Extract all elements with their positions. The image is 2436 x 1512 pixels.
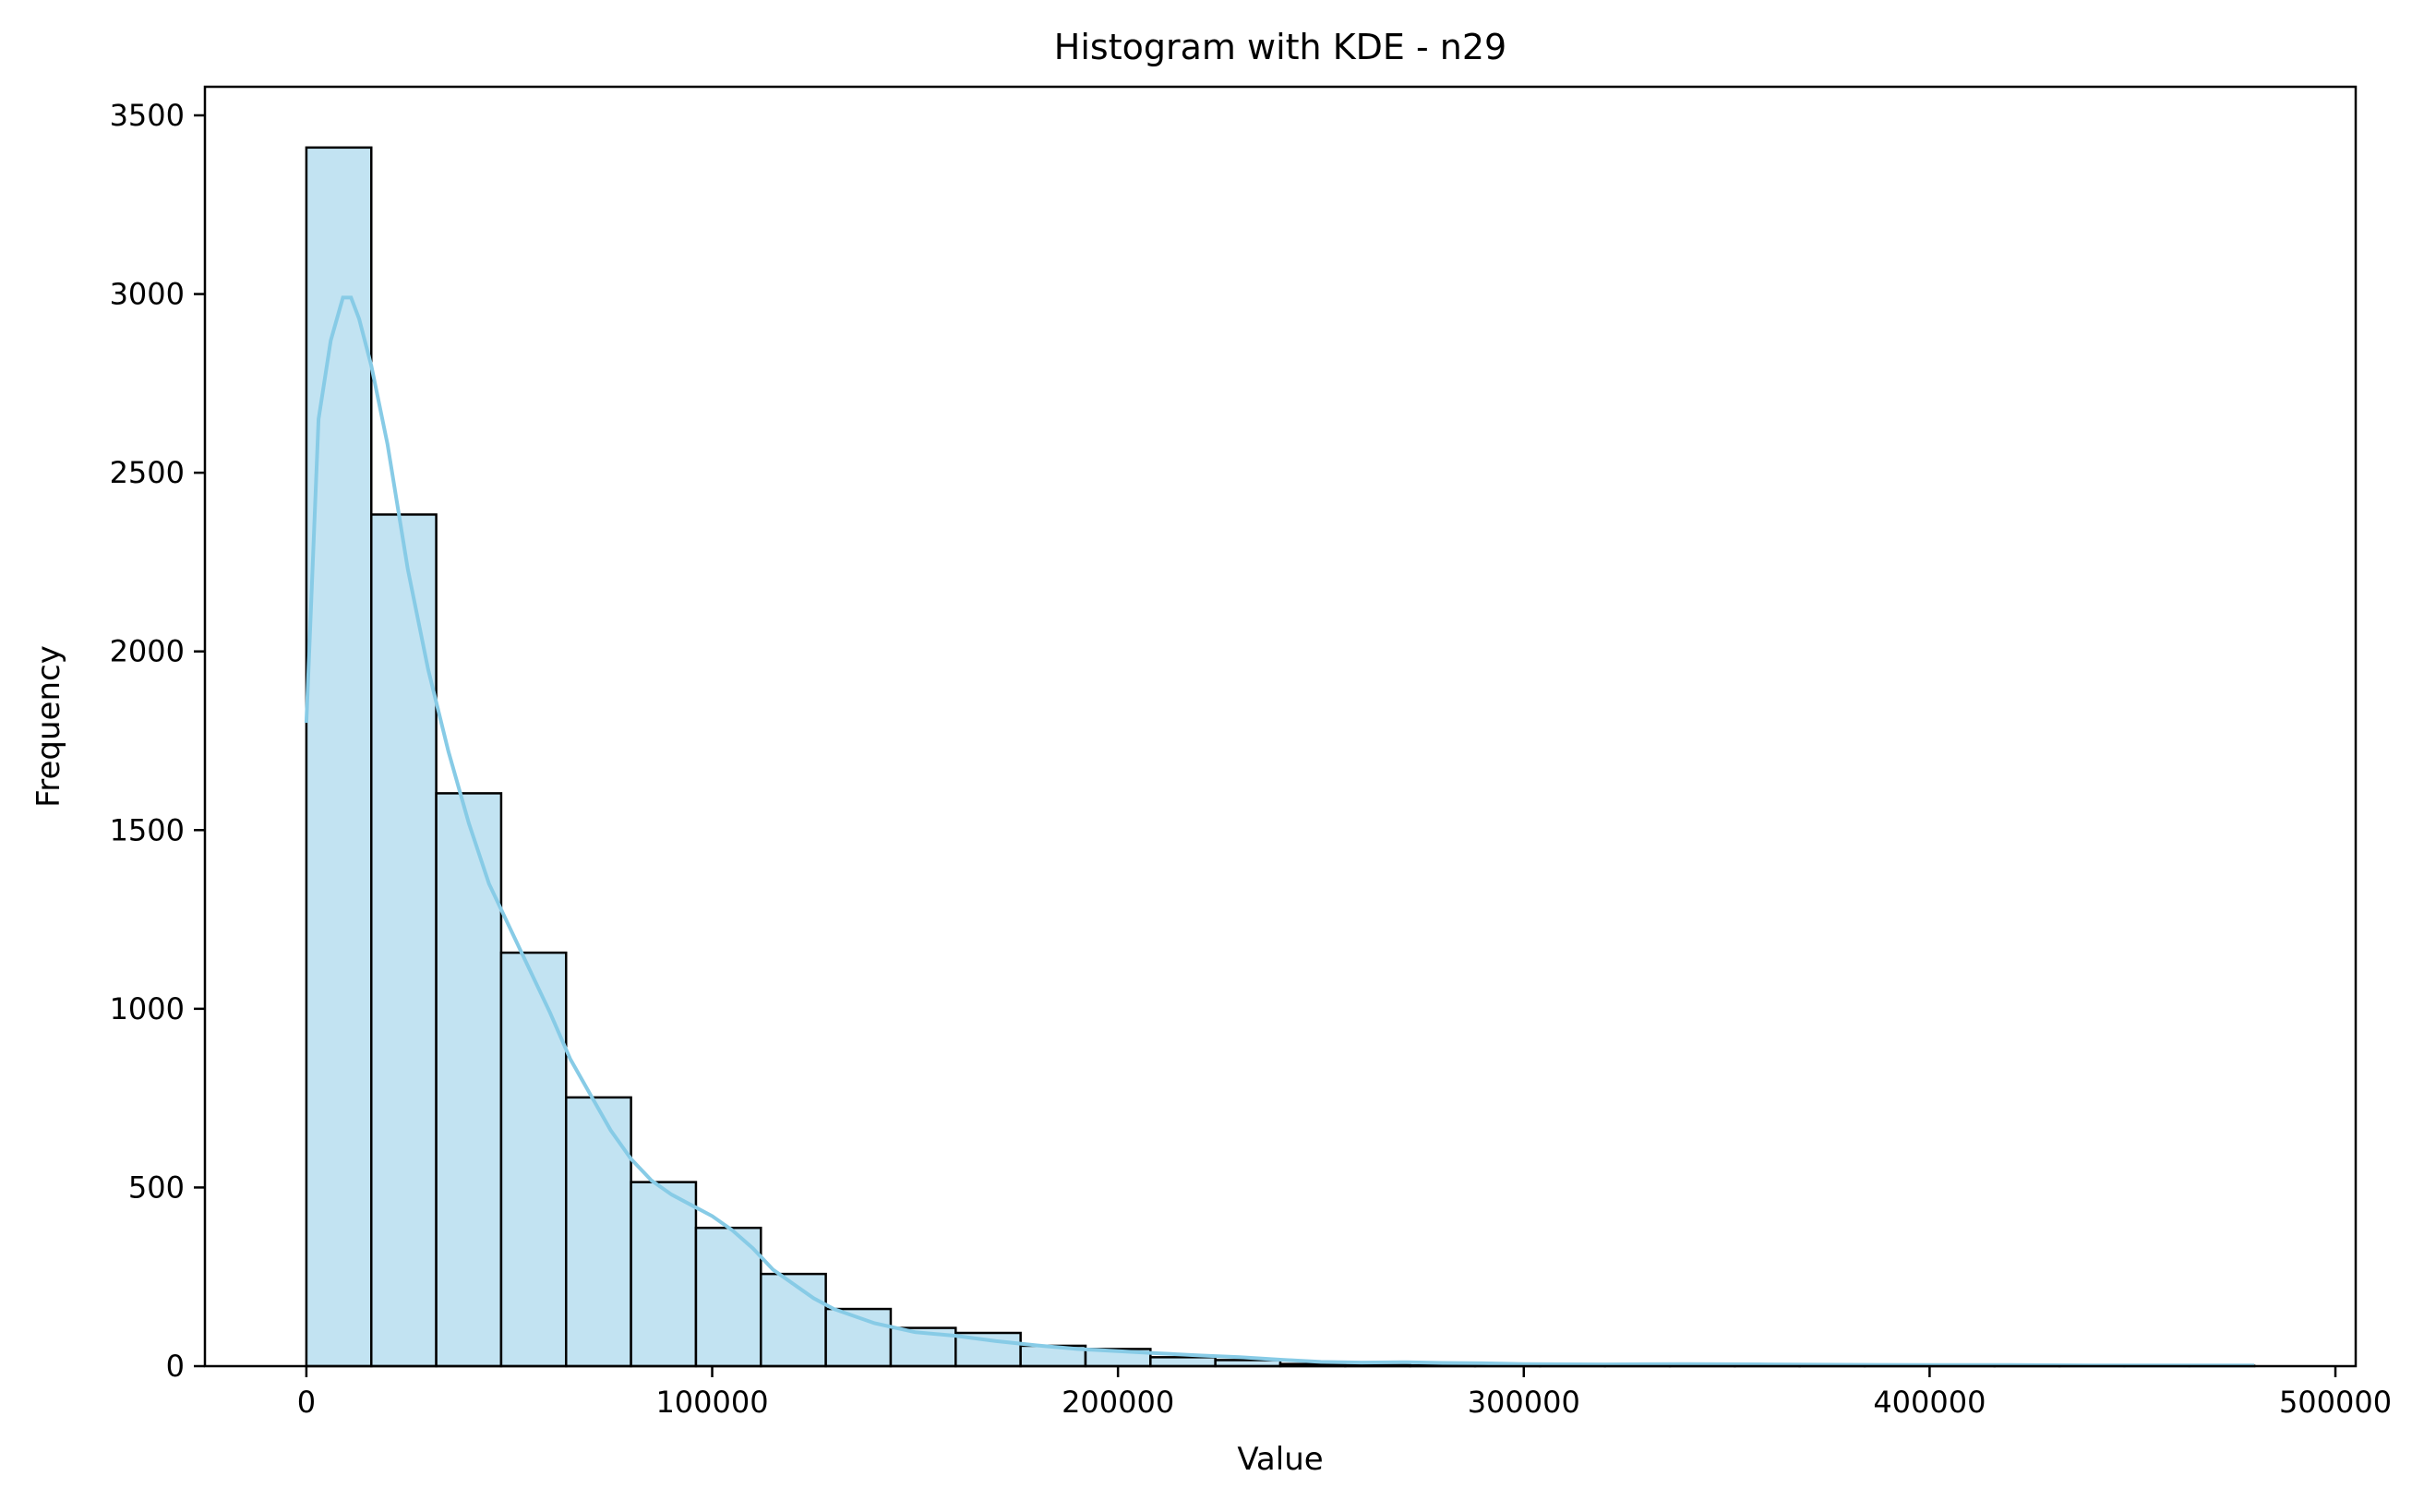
histogram-bar: [565, 1096, 632, 1368]
x-tick-label: 200000: [1062, 1385, 1174, 1420]
kde-curve: [304, 295, 2255, 1368]
histogram-bar: [435, 792, 503, 1368]
x-axis-label: Value: [1237, 1441, 1323, 1478]
y-tick-label: 3000: [110, 277, 185, 312]
histogram-bar: [369, 513, 438, 1368]
y-tick-label: 500: [128, 1170, 185, 1205]
y-tick-label: 3500: [110, 98, 185, 133]
x-tick-label: 400000: [1873, 1385, 1986, 1420]
histogram-bar: [305, 146, 373, 1368]
x-axis-ticks: 0 100000 200000 300000 400000 500000: [297, 1366, 2392, 1420]
y-axis-label: Frequency: [30, 645, 67, 808]
y-tick-label: 1500: [110, 812, 185, 847]
y-tick-label: 1000: [110, 991, 185, 1026]
y-tick-label: 2500: [110, 455, 185, 490]
x-tick-label: 100000: [655, 1385, 768, 1420]
x-tick-label: 300000: [1468, 1385, 1580, 1420]
x-tick-label: 0: [297, 1385, 316, 1420]
y-axis-ticks: 0 500 1000 1500 2000 2500 3000 3500: [110, 98, 205, 1384]
histogram-bar: [760, 1272, 827, 1368]
y-tick-label: 2000: [110, 634, 185, 669]
chart-title: Histogram with KDE - n29: [1054, 27, 1506, 67]
histogram-bar: [1149, 1356, 1217, 1368]
x-tick-label: 500000: [2279, 1385, 2392, 1420]
histogram-bar: [630, 1181, 698, 1368]
axes-frame: [203, 85, 2358, 1368]
histogram-bar: [499, 951, 568, 1368]
y-tick-label: 0: [166, 1349, 185, 1384]
